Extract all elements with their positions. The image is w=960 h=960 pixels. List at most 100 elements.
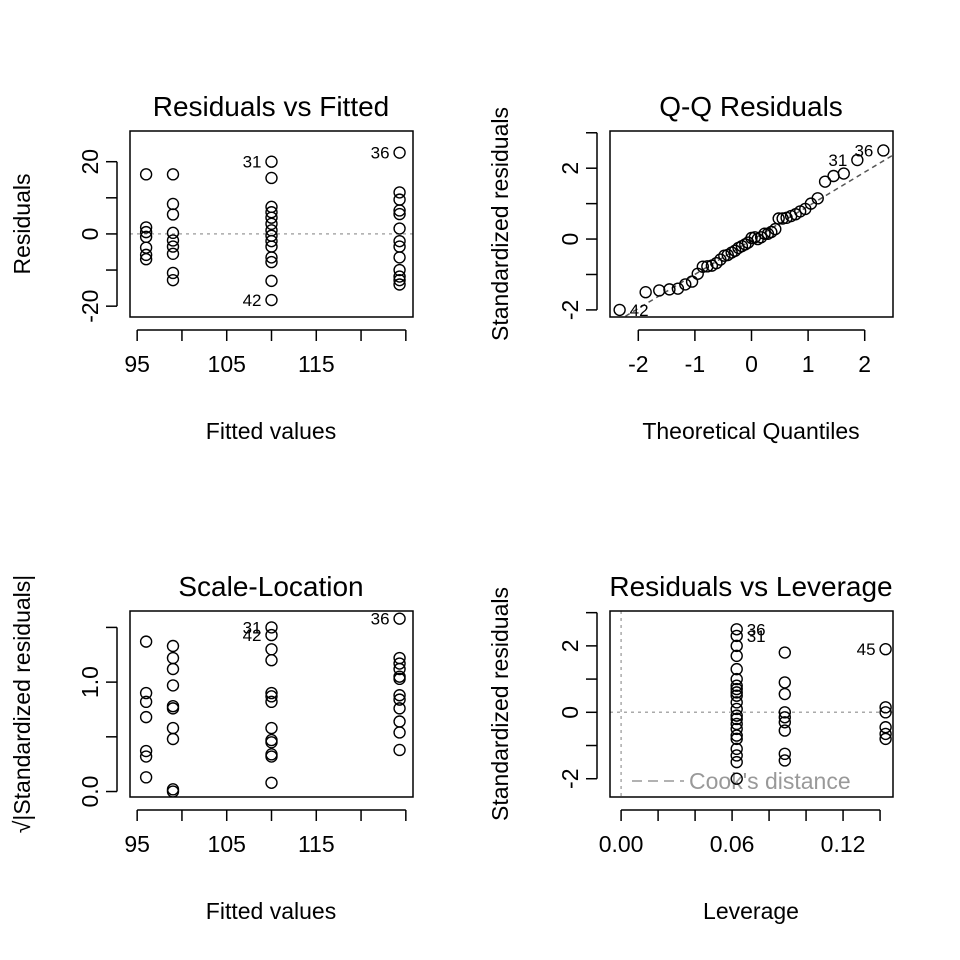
data-point <box>393 273 406 287</box>
data-point <box>265 628 278 642</box>
data-point <box>265 255 278 269</box>
data-point <box>730 679 743 692</box>
data-point <box>653 284 666 297</box>
data-point <box>166 240 180 253</box>
x-tick-label: 0.12 <box>821 831 866 857</box>
data-point <box>166 679 180 692</box>
data-point <box>166 208 180 221</box>
data-point <box>166 234 180 247</box>
data-point <box>393 689 406 702</box>
x-tick-label: 2 <box>858 351 871 377</box>
data-point <box>671 282 685 295</box>
data-point <box>393 693 406 706</box>
data-point <box>139 695 153 709</box>
data-point <box>265 695 278 709</box>
data-point <box>730 742 743 756</box>
data-point <box>166 273 180 287</box>
y-tick-label: 0 <box>557 233 583 246</box>
data-point <box>730 722 743 736</box>
data-point <box>730 639 743 653</box>
plot-frame <box>609 610 894 798</box>
data-point <box>778 716 791 729</box>
data-point <box>739 238 752 251</box>
data-point <box>879 701 892 714</box>
data-point <box>877 144 890 157</box>
x-tick-label: 0.06 <box>710 831 755 857</box>
y-tick-label: 0 <box>557 706 583 719</box>
data-point <box>730 729 743 742</box>
qq-reference-line <box>622 154 893 317</box>
data-point <box>166 266 180 280</box>
plot-frame <box>129 610 414 798</box>
data-point <box>754 231 768 244</box>
data-point <box>730 623 743 636</box>
data-point <box>393 222 406 235</box>
data-point <box>393 234 406 248</box>
data-point <box>758 227 771 240</box>
x-tick-label: 0.00 <box>599 831 644 857</box>
data-point <box>730 749 743 762</box>
data-point <box>393 702 406 715</box>
x-tick-label: 95 <box>124 831 150 857</box>
y-axis-label: Standardized residuals <box>487 587 513 821</box>
x-tick-label: 0 <box>745 351 758 377</box>
data-point <box>730 629 743 643</box>
data-point <box>730 696 743 709</box>
panel-title: Scale-Location <box>178 571 363 602</box>
point-label: 36 <box>371 610 390 629</box>
data-point <box>139 750 153 763</box>
x-tick-label: 105 <box>208 831 246 857</box>
data-point <box>730 702 743 716</box>
point-label: 45 <box>857 640 876 659</box>
point-label: 31 <box>243 153 262 172</box>
point-label: 36 <box>371 144 390 163</box>
data-point <box>265 654 278 667</box>
y-tick-label: 0 <box>77 228 103 241</box>
data-point <box>393 146 406 159</box>
data-point <box>166 702 180 715</box>
point-label: 42 <box>630 301 649 320</box>
point-label: 31 <box>747 627 766 646</box>
x-tick-label: 105 <box>208 351 246 377</box>
data-point <box>265 621 278 634</box>
y-axis-label: Standardized residuals <box>487 107 513 341</box>
data-point <box>393 186 406 199</box>
data-point <box>730 662 743 676</box>
data-point <box>696 260 710 273</box>
panel-qq-residuals: Q-Q Residuals Theoretical Quantiles Stan… <box>487 91 894 444</box>
data-point <box>265 690 278 703</box>
x-tick-label: 95 <box>124 351 150 377</box>
data-point <box>139 744 153 758</box>
point-label: 31 <box>828 151 847 170</box>
data-point <box>679 278 692 291</box>
data-point <box>139 221 153 234</box>
data-point <box>778 646 791 659</box>
data-point <box>730 682 743 696</box>
data-point <box>166 785 180 797</box>
data-point <box>166 732 180 746</box>
x-axis-label: Fitted values <box>206 418 336 444</box>
data-point <box>265 776 278 789</box>
data-point <box>730 755 743 769</box>
point-label: 31 <box>243 618 262 637</box>
data-point <box>879 732 892 746</box>
data-point <box>265 171 278 185</box>
data-point <box>613 303 626 317</box>
data-point <box>730 689 743 702</box>
x-tick-label: -2 <box>628 351 648 377</box>
data-point <box>139 253 153 266</box>
data-point <box>265 293 278 307</box>
data-point <box>265 155 278 168</box>
data-point <box>139 225 153 239</box>
data-point <box>166 247 180 260</box>
point-label: 42 <box>243 626 262 645</box>
data-point <box>818 175 832 188</box>
data-point <box>393 207 406 221</box>
data-point <box>776 212 789 225</box>
y-tick-label: -20 <box>77 290 103 323</box>
data-point <box>265 736 278 749</box>
data-point <box>730 772 743 785</box>
data-point <box>778 724 791 737</box>
